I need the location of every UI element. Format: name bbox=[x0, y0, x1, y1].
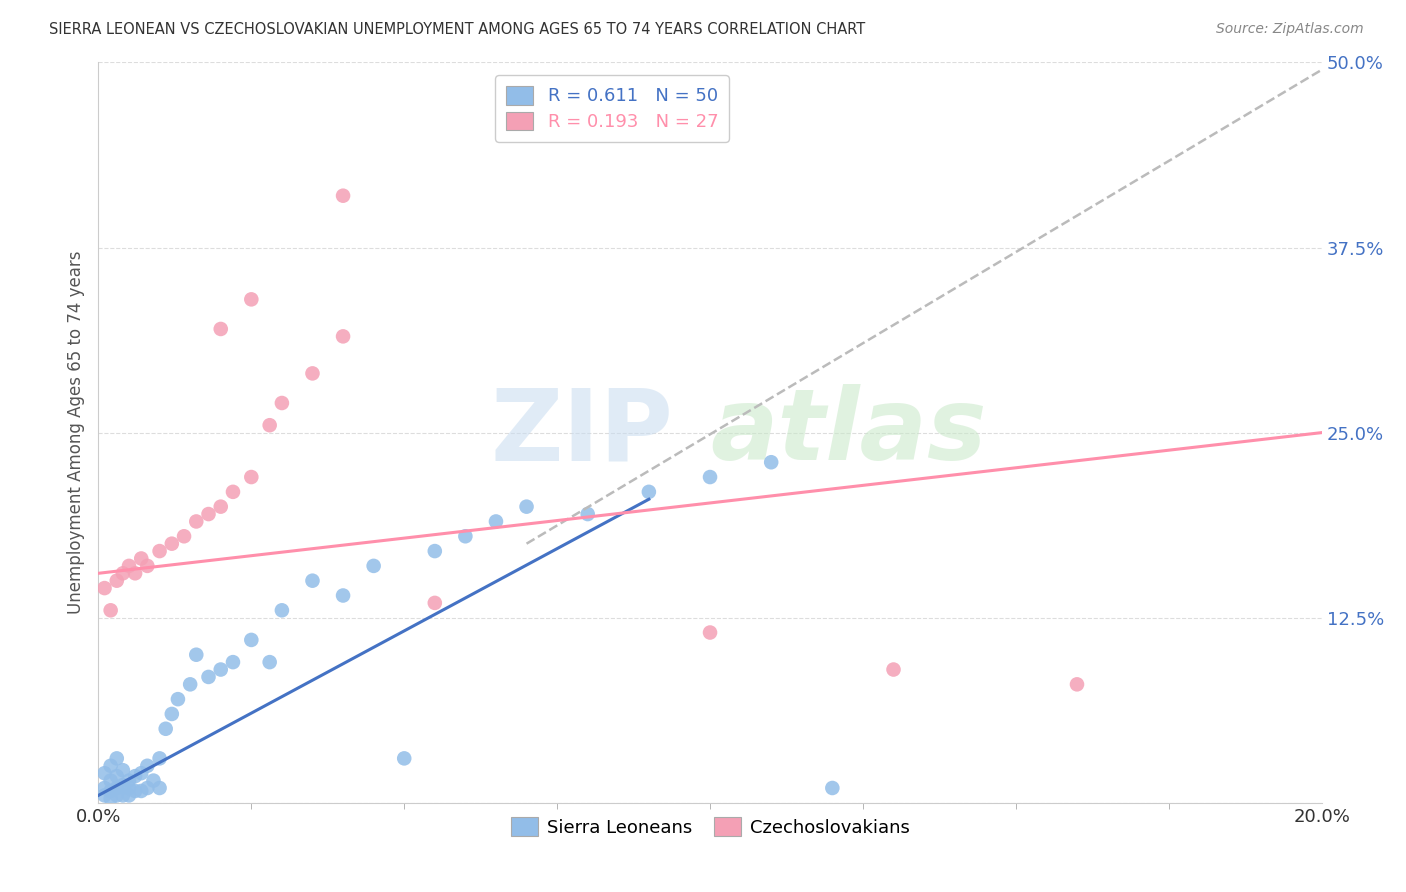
Point bbox=[124, 769, 146, 783]
Point bbox=[118, 773, 141, 788]
Point bbox=[149, 544, 172, 558]
Point bbox=[136, 780, 159, 795]
Point bbox=[1066, 677, 1088, 691]
Point bbox=[240, 293, 263, 307]
Point bbox=[111, 566, 134, 581]
Point bbox=[179, 677, 201, 691]
Point bbox=[332, 188, 354, 202]
Point bbox=[142, 773, 165, 788]
Point bbox=[100, 784, 122, 798]
Point bbox=[100, 773, 122, 788]
Point bbox=[392, 751, 416, 765]
Point bbox=[821, 780, 844, 795]
Point bbox=[93, 766, 115, 780]
Point bbox=[270, 396, 292, 410]
Point bbox=[240, 470, 263, 484]
Point bbox=[485, 515, 508, 529]
Point bbox=[118, 558, 141, 573]
Point bbox=[209, 500, 232, 514]
Point bbox=[423, 544, 446, 558]
Point bbox=[516, 500, 538, 514]
Point bbox=[332, 329, 354, 343]
Point bbox=[149, 751, 172, 765]
Point bbox=[197, 670, 219, 684]
Point bbox=[129, 784, 152, 798]
Point bbox=[301, 367, 323, 381]
Point bbox=[637, 484, 661, 499]
Point bbox=[124, 784, 146, 798]
Point bbox=[100, 603, 122, 617]
Point bbox=[222, 484, 245, 499]
Point bbox=[93, 789, 115, 803]
Point bbox=[699, 625, 721, 640]
Point bbox=[363, 558, 385, 573]
Point bbox=[301, 574, 323, 588]
Point bbox=[100, 758, 122, 772]
Point bbox=[759, 455, 782, 469]
Point bbox=[259, 655, 281, 669]
Point bbox=[129, 766, 152, 780]
Point bbox=[160, 706, 183, 721]
Point bbox=[105, 574, 128, 588]
Point bbox=[883, 663, 905, 677]
Y-axis label: Unemployment Among Ages 65 to 74 years: Unemployment Among Ages 65 to 74 years bbox=[66, 251, 84, 615]
Point bbox=[100, 791, 122, 805]
Point bbox=[270, 603, 292, 617]
Text: SIERRA LEONEAN VS CZECHOSLOVAKIAN UNEMPLOYMENT AMONG AGES 65 TO 74 YEARS CORRELA: SIERRA LEONEAN VS CZECHOSLOVAKIAN UNEMPL… bbox=[49, 22, 866, 37]
Point bbox=[105, 789, 128, 803]
Point bbox=[93, 581, 115, 595]
Point bbox=[111, 789, 134, 803]
Point bbox=[332, 589, 354, 603]
Point bbox=[93, 780, 115, 795]
Point bbox=[160, 536, 183, 550]
Point bbox=[186, 648, 208, 662]
Point bbox=[129, 551, 152, 566]
Point bbox=[222, 655, 245, 669]
Point bbox=[149, 780, 172, 795]
Point bbox=[105, 780, 128, 795]
Point bbox=[209, 663, 232, 677]
Point bbox=[576, 507, 599, 521]
Point bbox=[136, 558, 159, 573]
Point bbox=[105, 751, 128, 765]
Text: Source: ZipAtlas.com: Source: ZipAtlas.com bbox=[1216, 22, 1364, 37]
Point bbox=[259, 418, 281, 433]
Point bbox=[105, 769, 128, 783]
Point bbox=[454, 529, 477, 543]
Point bbox=[240, 632, 263, 647]
Point bbox=[197, 507, 219, 521]
Point bbox=[155, 722, 177, 736]
Point bbox=[118, 789, 141, 803]
Text: ZIP: ZIP bbox=[491, 384, 673, 481]
Point bbox=[186, 515, 208, 529]
Point bbox=[118, 780, 141, 795]
Point bbox=[124, 566, 146, 581]
Point bbox=[111, 763, 134, 777]
Text: atlas: atlas bbox=[710, 384, 987, 481]
Point bbox=[136, 758, 159, 772]
Point bbox=[167, 692, 190, 706]
Legend: Sierra Leoneans, Czechoslovakians: Sierra Leoneans, Czechoslovakians bbox=[502, 808, 918, 846]
Point bbox=[699, 470, 721, 484]
Point bbox=[423, 596, 446, 610]
Point bbox=[173, 529, 195, 543]
Point bbox=[111, 778, 134, 792]
Point bbox=[209, 322, 232, 336]
